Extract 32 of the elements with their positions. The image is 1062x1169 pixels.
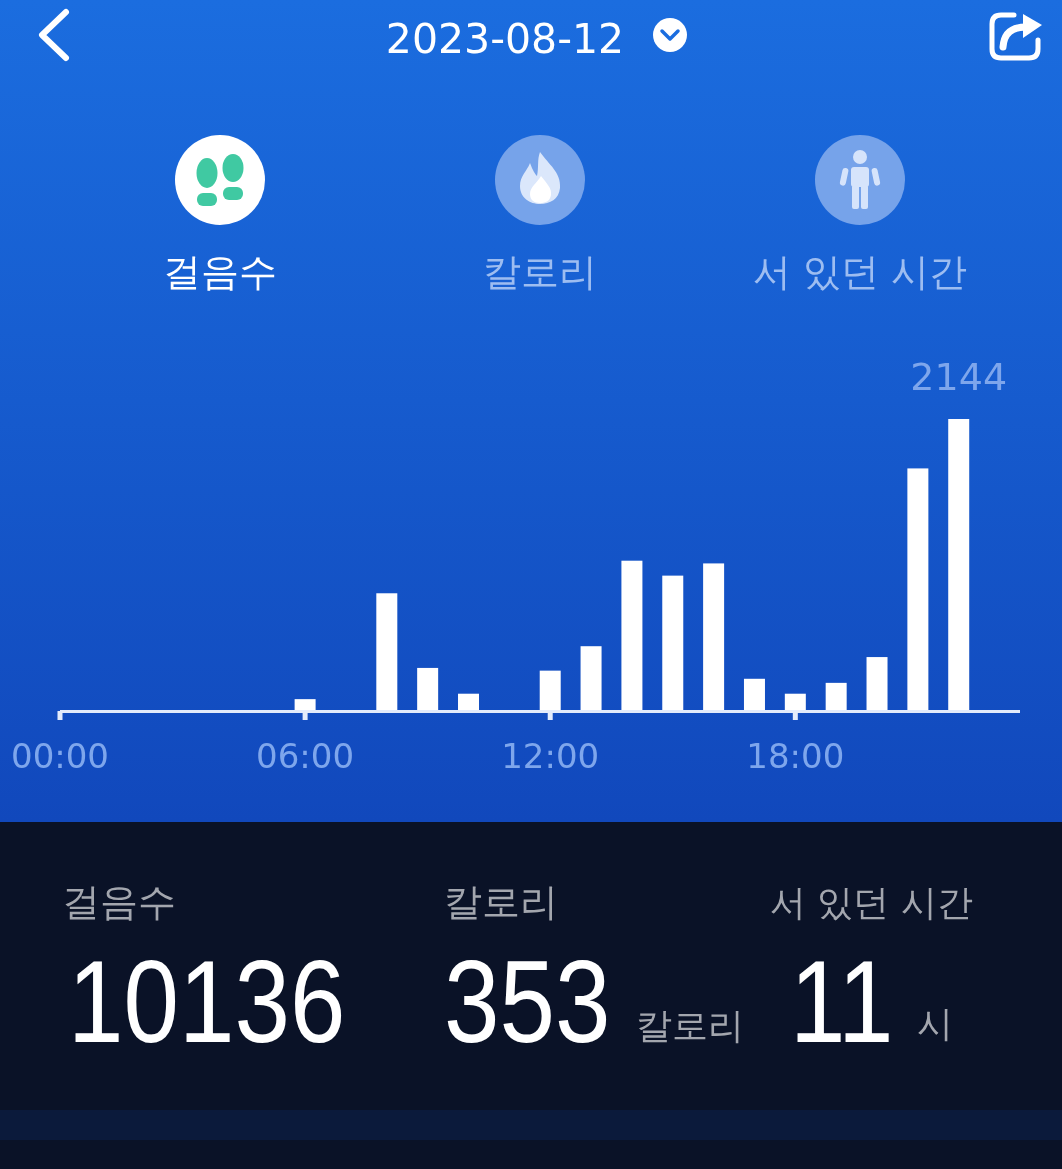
x-tick-label: 18:00: [746, 736, 845, 776]
text: 서 있던 시간: [770, 882, 973, 923]
bar: [703, 563, 725, 710]
text: 걸음수: [62, 880, 176, 924]
text: 칼로리: [444, 880, 558, 924]
bar: [621, 560, 643, 710]
text: 칼로리: [483, 250, 597, 294]
x-tick-label: 12:00: [501, 736, 600, 776]
bar: [539, 670, 561, 710]
text: 걸음수: [163, 250, 277, 294]
text: 칼로리: [636, 1005, 744, 1046]
bar: [743, 678, 765, 710]
bar: [580, 646, 602, 710]
bar: [948, 419, 970, 710]
bar: [458, 693, 480, 710]
data-label: 2144: [910, 355, 1008, 399]
bar: [376, 593, 398, 710]
bar: [417, 667, 439, 710]
text: 서 있던 시간: [752, 250, 968, 294]
bar: [784, 693, 806, 710]
text: 353: [444, 936, 611, 1067]
bar: [866, 657, 888, 710]
text: 10136: [68, 936, 346, 1067]
bar: [825, 682, 847, 710]
text: 시: [917, 1003, 953, 1044]
x-tick-label: 00:00: [11, 736, 109, 776]
bar: [907, 468, 929, 710]
bar: [294, 699, 316, 710]
x-tick-label: 06:00: [256, 736, 355, 776]
text: 11: [790, 936, 894, 1067]
bar: [662, 575, 684, 710]
chart-title: 2023-08-12: [385, 15, 625, 63]
